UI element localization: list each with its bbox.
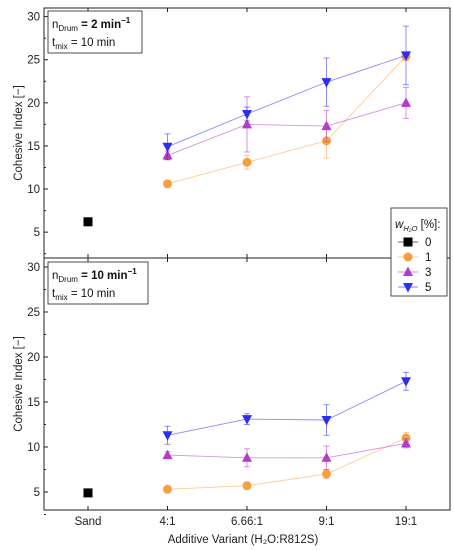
legend-label-1: 1	[425, 252, 431, 264]
top-annotation-n: nDrum = 2 min−1	[52, 16, 131, 33]
bottom-y-axis-title: Cohesive Index [−]	[13, 336, 25, 432]
top-y-tick-label: 30	[27, 12, 40, 24]
top-annotation-t: tmix = 10 min	[52, 37, 115, 51]
bottom-y-tick-label: 25	[27, 307, 40, 319]
legend-label-3: 3	[425, 267, 431, 279]
legend-marker-5	[403, 283, 413, 293]
top-y-tick-label: 10	[27, 184, 40, 196]
bottom-series-3-point	[401, 437, 411, 448]
top-series-1-point	[242, 157, 252, 167]
bottom-series-3-point	[242, 452, 252, 462]
legend-box	[390, 207, 448, 297]
bottom-series-1-line	[167, 437, 407, 490]
top-series-0-point	[83, 217, 93, 227]
legend-label-5: 5	[425, 282, 431, 294]
legend: wH₂O [%]: 0 1 3 5	[390, 207, 448, 297]
top-series-5-point	[321, 78, 332, 88]
top-panel-annotation: nDrum = 2 min−1 tmix = 10 min	[47, 10, 143, 54]
top-y-tick-label: 5	[34, 227, 40, 239]
top-series-1-point	[163, 179, 172, 189]
top-series-3-point	[321, 120, 332, 131]
bottom-series-5-line	[167, 380, 407, 436]
x-axis-title: Additive Variant (H₂O:R812S)	[168, 534, 319, 546]
top-y-tick-label: 25	[27, 55, 40, 67]
top-series-5-point	[242, 110, 252, 120]
top-y-tick-label: 20	[27, 98, 40, 110]
bottom-series-1-point	[163, 484, 172, 494]
bottom-series-5-point	[242, 415, 252, 425]
bottom-series-1-point	[322, 469, 331, 479]
legend-marker-0	[403, 237, 413, 247]
bottom-panel: 5 10 15 20 25 30 Cohesive Index [−]	[13, 257, 451, 515]
bottom-y-tick-label: 20	[27, 352, 40, 364]
bottom-annotation-t: tmix = 10 min	[52, 288, 115, 302]
legend-title: wH₂O [%]:	[395, 219, 440, 233]
x-tick-label-4: 19:1	[395, 516, 417, 528]
bottom-series-3-point	[321, 452, 332, 462]
bottom-series-3-point	[162, 449, 173, 460]
legend-label-0: 0	[425, 237, 431, 249]
top-series-1-line	[167, 55, 407, 185]
bottom-y-tick-label: 30	[27, 262, 40, 274]
bottom-series-0-point	[83, 488, 93, 498]
bottom-series-5-point	[162, 431, 173, 441]
top-series-3-point	[242, 118, 252, 129]
x-tick-label-3: 9:1	[319, 516, 335, 528]
bottom-y-tick-label: 5	[34, 487, 40, 499]
top-series-3-line	[167, 102, 407, 156]
top-y-tick-label: 15	[27, 141, 40, 153]
bottom-annotation-n: nDrum = 10 min−1	[52, 267, 137, 284]
x-tick-label-0: Sand	[75, 516, 102, 528]
x-tick-label-1: 4:1	[160, 516, 176, 528]
bottom-series-5-point	[321, 416, 332, 426]
bottom-series-1-point	[242, 481, 252, 491]
top-panel: 5 10 15 20 25 30 Cohesive Index [−]	[13, 7, 451, 259]
top-series-3-point	[401, 97, 411, 107]
bottom-panel-annotation: nDrum = 10 min−1 tmix = 10 min	[47, 261, 149, 305]
x-tick-label-2: 6.66:1	[231, 516, 263, 528]
top-annotation-box	[47, 10, 143, 54]
top-series-5-point	[401, 51, 411, 61]
legend-marker-3	[403, 266, 413, 276]
top-series-5-point	[162, 142, 173, 153]
top-y-axis-title: Cohesive Index [−]	[13, 85, 25, 181]
bottom-series-3-line	[167, 442, 407, 459]
top-series-5-line	[167, 54, 407, 148]
legend-marker-1	[403, 252, 413, 262]
bottom-y-tick-label: 10	[27, 442, 40, 454]
bottom-y-tick-label: 15	[27, 397, 40, 409]
bottom-annotation-box	[47, 261, 149, 305]
bottom-series-5-point	[401, 377, 411, 387]
